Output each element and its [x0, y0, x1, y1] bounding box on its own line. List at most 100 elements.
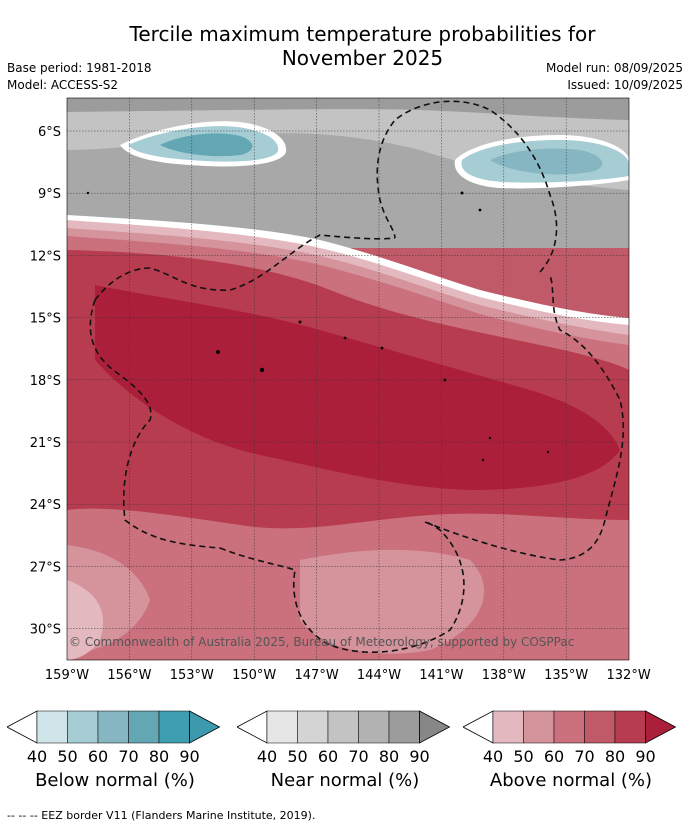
lat-label: 30°S	[30, 623, 61, 638]
map-grid	[67, 98, 629, 660]
eez-footnote: -- -- -- EEZ border V11 (Flanders Marine…	[7, 809, 316, 822]
island-dot	[460, 191, 464, 195]
lat-label: 21°S	[30, 436, 61, 451]
legend-tick: 70	[348, 747, 368, 766]
legend-tick: 40	[483, 747, 503, 766]
above-70-southeast	[470, 595, 629, 660]
legend-tick: 40	[257, 747, 277, 766]
issued-date: Issued: 10/09/2025	[567, 78, 683, 92]
legend-min-arrow	[463, 710, 494, 744]
legend-swatch	[614, 710, 646, 744]
legend-swatch	[97, 710, 129, 744]
legend-tick: 50	[513, 747, 533, 766]
lat-label: 27°S	[30, 560, 61, 575]
lat-label: 24°S	[30, 498, 61, 513]
lon-label: 135°W	[544, 668, 588, 683]
legend-title: Near normal (%)	[270, 770, 420, 791]
lon-label: 156°W	[107, 668, 151, 683]
map-title: Tercile maximum temperature probabilitie…	[0, 22, 690, 70]
legend-swatch	[492, 710, 524, 744]
legend-tick: 90	[179, 747, 199, 766]
above-50-southwest	[67, 580, 104, 660]
legend-swatch	[67, 710, 99, 744]
lon-label: 153°W	[170, 668, 214, 683]
probability-map: © Commonwealth of Australia 2025, Bureau…	[30, 97, 651, 683]
model-name: Model: ACCESS-S2	[7, 78, 119, 92]
map-field: © Commonwealth of Australia 2025, Bureau…	[67, 98, 629, 660]
longitude-labels: 159°W 156°W 153°W 150°W 147°W 144°W 141°W 138°W…	[45, 668, 651, 683]
legend-swatch	[327, 710, 359, 744]
legend-max-arrow	[645, 710, 677, 744]
legend-tick: 80	[149, 747, 169, 766]
lon-label: 159°W	[45, 668, 89, 683]
legend-swatch	[388, 710, 420, 744]
legend-colorbar: 40 50 60 70 80 90	[463, 710, 677, 766]
island-dot	[488, 436, 492, 440]
near-normal-dark-strip	[67, 98, 629, 120]
legend-max-arrow	[419, 710, 451, 744]
legend-tick: 60	[318, 747, 338, 766]
legend-swatch	[553, 710, 585, 744]
island-dot	[259, 367, 265, 373]
island-dot	[343, 336, 347, 340]
below-normal-west-core	[160, 133, 253, 157]
eez-border-2	[89, 299, 221, 549]
lat-label: 15°S	[30, 312, 61, 327]
base-period: Base period: 1981-2018	[7, 61, 152, 75]
island-dot	[380, 346, 384, 350]
eez-border-5	[376, 100, 558, 273]
legend-title: Below normal (%)	[35, 770, 195, 791]
legend-tick: 90	[635, 747, 655, 766]
legend-tick: 60	[544, 747, 564, 766]
above-90-core	[95, 285, 620, 490]
eez-border-1	[94, 234, 396, 301]
lat-label: 12°S	[30, 249, 61, 264]
eez-border-4	[424, 274, 625, 561]
island-dot	[478, 208, 482, 212]
lon-label: 141°W	[419, 668, 463, 683]
islands	[86, 191, 550, 462]
lat-label: 6°S	[38, 125, 61, 140]
legend-title: Above normal (%)	[489, 770, 653, 791]
legend-tick: 60	[88, 747, 108, 766]
legend-tick: 80	[605, 747, 625, 766]
above-60-south	[300, 549, 485, 654]
legend-tick: 40	[27, 747, 47, 766]
legend-colorbar: 40 50 60 70 80 90	[7, 710, 221, 766]
island-dot	[216, 350, 220, 354]
title-line-2: November 2025	[281, 46, 444, 70]
legend-swatch	[128, 710, 160, 744]
eez-border-3	[219, 521, 465, 654]
legend-tick: 90	[409, 747, 429, 766]
map-frame	[66, 97, 630, 661]
island-dot	[546, 450, 550, 454]
copyright-text: © Commonwealth of Australia 2025, Bureau…	[69, 635, 574, 649]
legend-colorbar: 40 50 60 70 80 90	[237, 710, 451, 766]
lat-label: 18°S	[30, 374, 61, 389]
legend-swatch	[584, 710, 616, 744]
legend-tick: 50	[287, 747, 307, 766]
island-dot	[481, 458, 485, 462]
island-dot	[298, 320, 302, 324]
lon-label: 150°W	[232, 668, 276, 683]
legend-min-arrow	[7, 710, 38, 744]
title-line-1: Tercile maximum temperature probabilitie…	[129, 22, 596, 46]
legend-tick: 70	[574, 747, 594, 766]
meta-left: Base period: 1981-2018 Model: ACCESS-S2	[7, 60, 152, 94]
lon-label: 147°W	[295, 668, 339, 683]
meta-right: Model run: 08/09/2025 Issued: 10/09/2025	[546, 60, 683, 94]
model-run: Model run: 08/09/2025	[545, 61, 683, 75]
legend-tick: 70	[118, 747, 138, 766]
eez-borders	[89, 100, 625, 654]
legend-swatch	[297, 710, 329, 744]
lat-label: 9°S	[38, 187, 61, 202]
below-normal-east-core	[490, 148, 603, 175]
legend-tick: 50	[57, 747, 77, 766]
lon-label: 132°W	[607, 668, 651, 683]
legend-tick: 80	[379, 747, 399, 766]
legend-swatch	[358, 710, 390, 744]
legend-min-arrow	[237, 710, 268, 744]
lon-label: 144°W	[357, 668, 401, 683]
legend-swatch	[158, 710, 190, 744]
latitude-labels: 6°S 9°S 12°S 15°S 18°S 21°S 24°S 27°S 30°S	[30, 125, 61, 638]
